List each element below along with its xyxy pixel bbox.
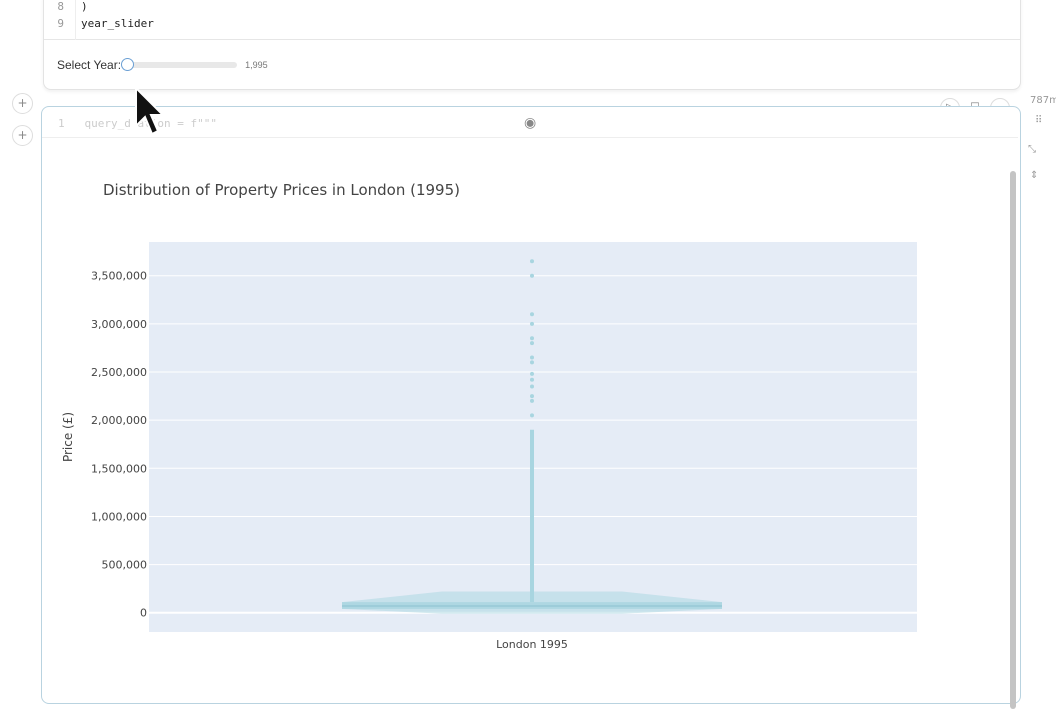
- y-axis-label: Price (£): [61, 412, 75, 462]
- y-tick-label: 2,500,000: [91, 366, 147, 379]
- eye-icon[interactable]: ◉: [524, 115, 537, 131]
- line-number: 8: [57, 0, 64, 13]
- code-cell: 8 ) 9 year_slider Select Year: 1,995: [43, 0, 1021, 90]
- y-tick-label: 1,000,000: [91, 510, 147, 523]
- plus-icon: +: [17, 96, 28, 110]
- add-cell-button[interactable]: +: [12, 125, 33, 146]
- y-tick-label: 500,000: [102, 559, 148, 572]
- gutter-divider: [75, 0, 76, 40]
- chart-title: Distribution of Property Prices in Londo…: [103, 181, 460, 199]
- outlier-point: [530, 321, 534, 326]
- y-tick-label: 3,000,000: [91, 318, 147, 331]
- outlier-point: [530, 394, 534, 399]
- y-tick-label: 3,500,000: [91, 270, 147, 283]
- line-number: 1: [58, 117, 65, 130]
- plus-icon: +: [17, 128, 28, 142]
- add-cell-button[interactable]: +: [12, 93, 33, 114]
- mouse-cursor-icon: [135, 86, 166, 136]
- code-line: ): [81, 0, 88, 13]
- outlier-point: [530, 312, 534, 317]
- plot-output: Distribution of Property Prices in Londo…: [42, 137, 1018, 709]
- outlier-point: [530, 273, 534, 278]
- outlier-point: [530, 360, 534, 365]
- outlier-point: [530, 377, 534, 382]
- outlier-point: [530, 355, 534, 360]
- drag-handle-icon[interactable]: ⠿: [1035, 115, 1043, 126]
- outlier-point: [530, 384, 534, 389]
- x-tick-label: London 1995: [496, 638, 568, 651]
- outlier-point: [530, 398, 534, 403]
- outlier-point: [530, 371, 534, 376]
- year-slider[interactable]: [121, 58, 238, 71]
- outlier-point: [530, 413, 534, 418]
- y-tick-label: 1,500,000: [91, 462, 147, 475]
- code-line: year_slider: [81, 17, 154, 30]
- outlier-point: [530, 259, 534, 264]
- expand-icon[interactable]: ⤡: [1028, 144, 1036, 155]
- scrollbar[interactable]: [1010, 171, 1016, 709]
- cell-runtime: 787m: [1030, 95, 1056, 106]
- outlier-point: [530, 341, 534, 346]
- chevron-updown-icon[interactable]: ⇕: [1030, 170, 1039, 181]
- output-cell: 1 query_d ation = f""" ◉ Distribution of…: [41, 106, 1021, 709]
- slider-label: Select Year:: [57, 58, 122, 72]
- violin-chart: Distribution of Property Prices in Londo…: [61, 181, 917, 651]
- y-tick-label: 0: [140, 607, 147, 620]
- y-tick-label: 2,000,000: [91, 414, 147, 427]
- code-editor[interactable]: 8 ) 9 year_slider: [44, 0, 1020, 40]
- slider-value: 1,995: [245, 60, 268, 70]
- slider-thumb[interactable]: [121, 58, 135, 71]
- outlier-point: [530, 336, 534, 341]
- line-number: 9: [57, 17, 64, 30]
- year-slider-widget: Select Year: 1,995: [57, 58, 268, 72]
